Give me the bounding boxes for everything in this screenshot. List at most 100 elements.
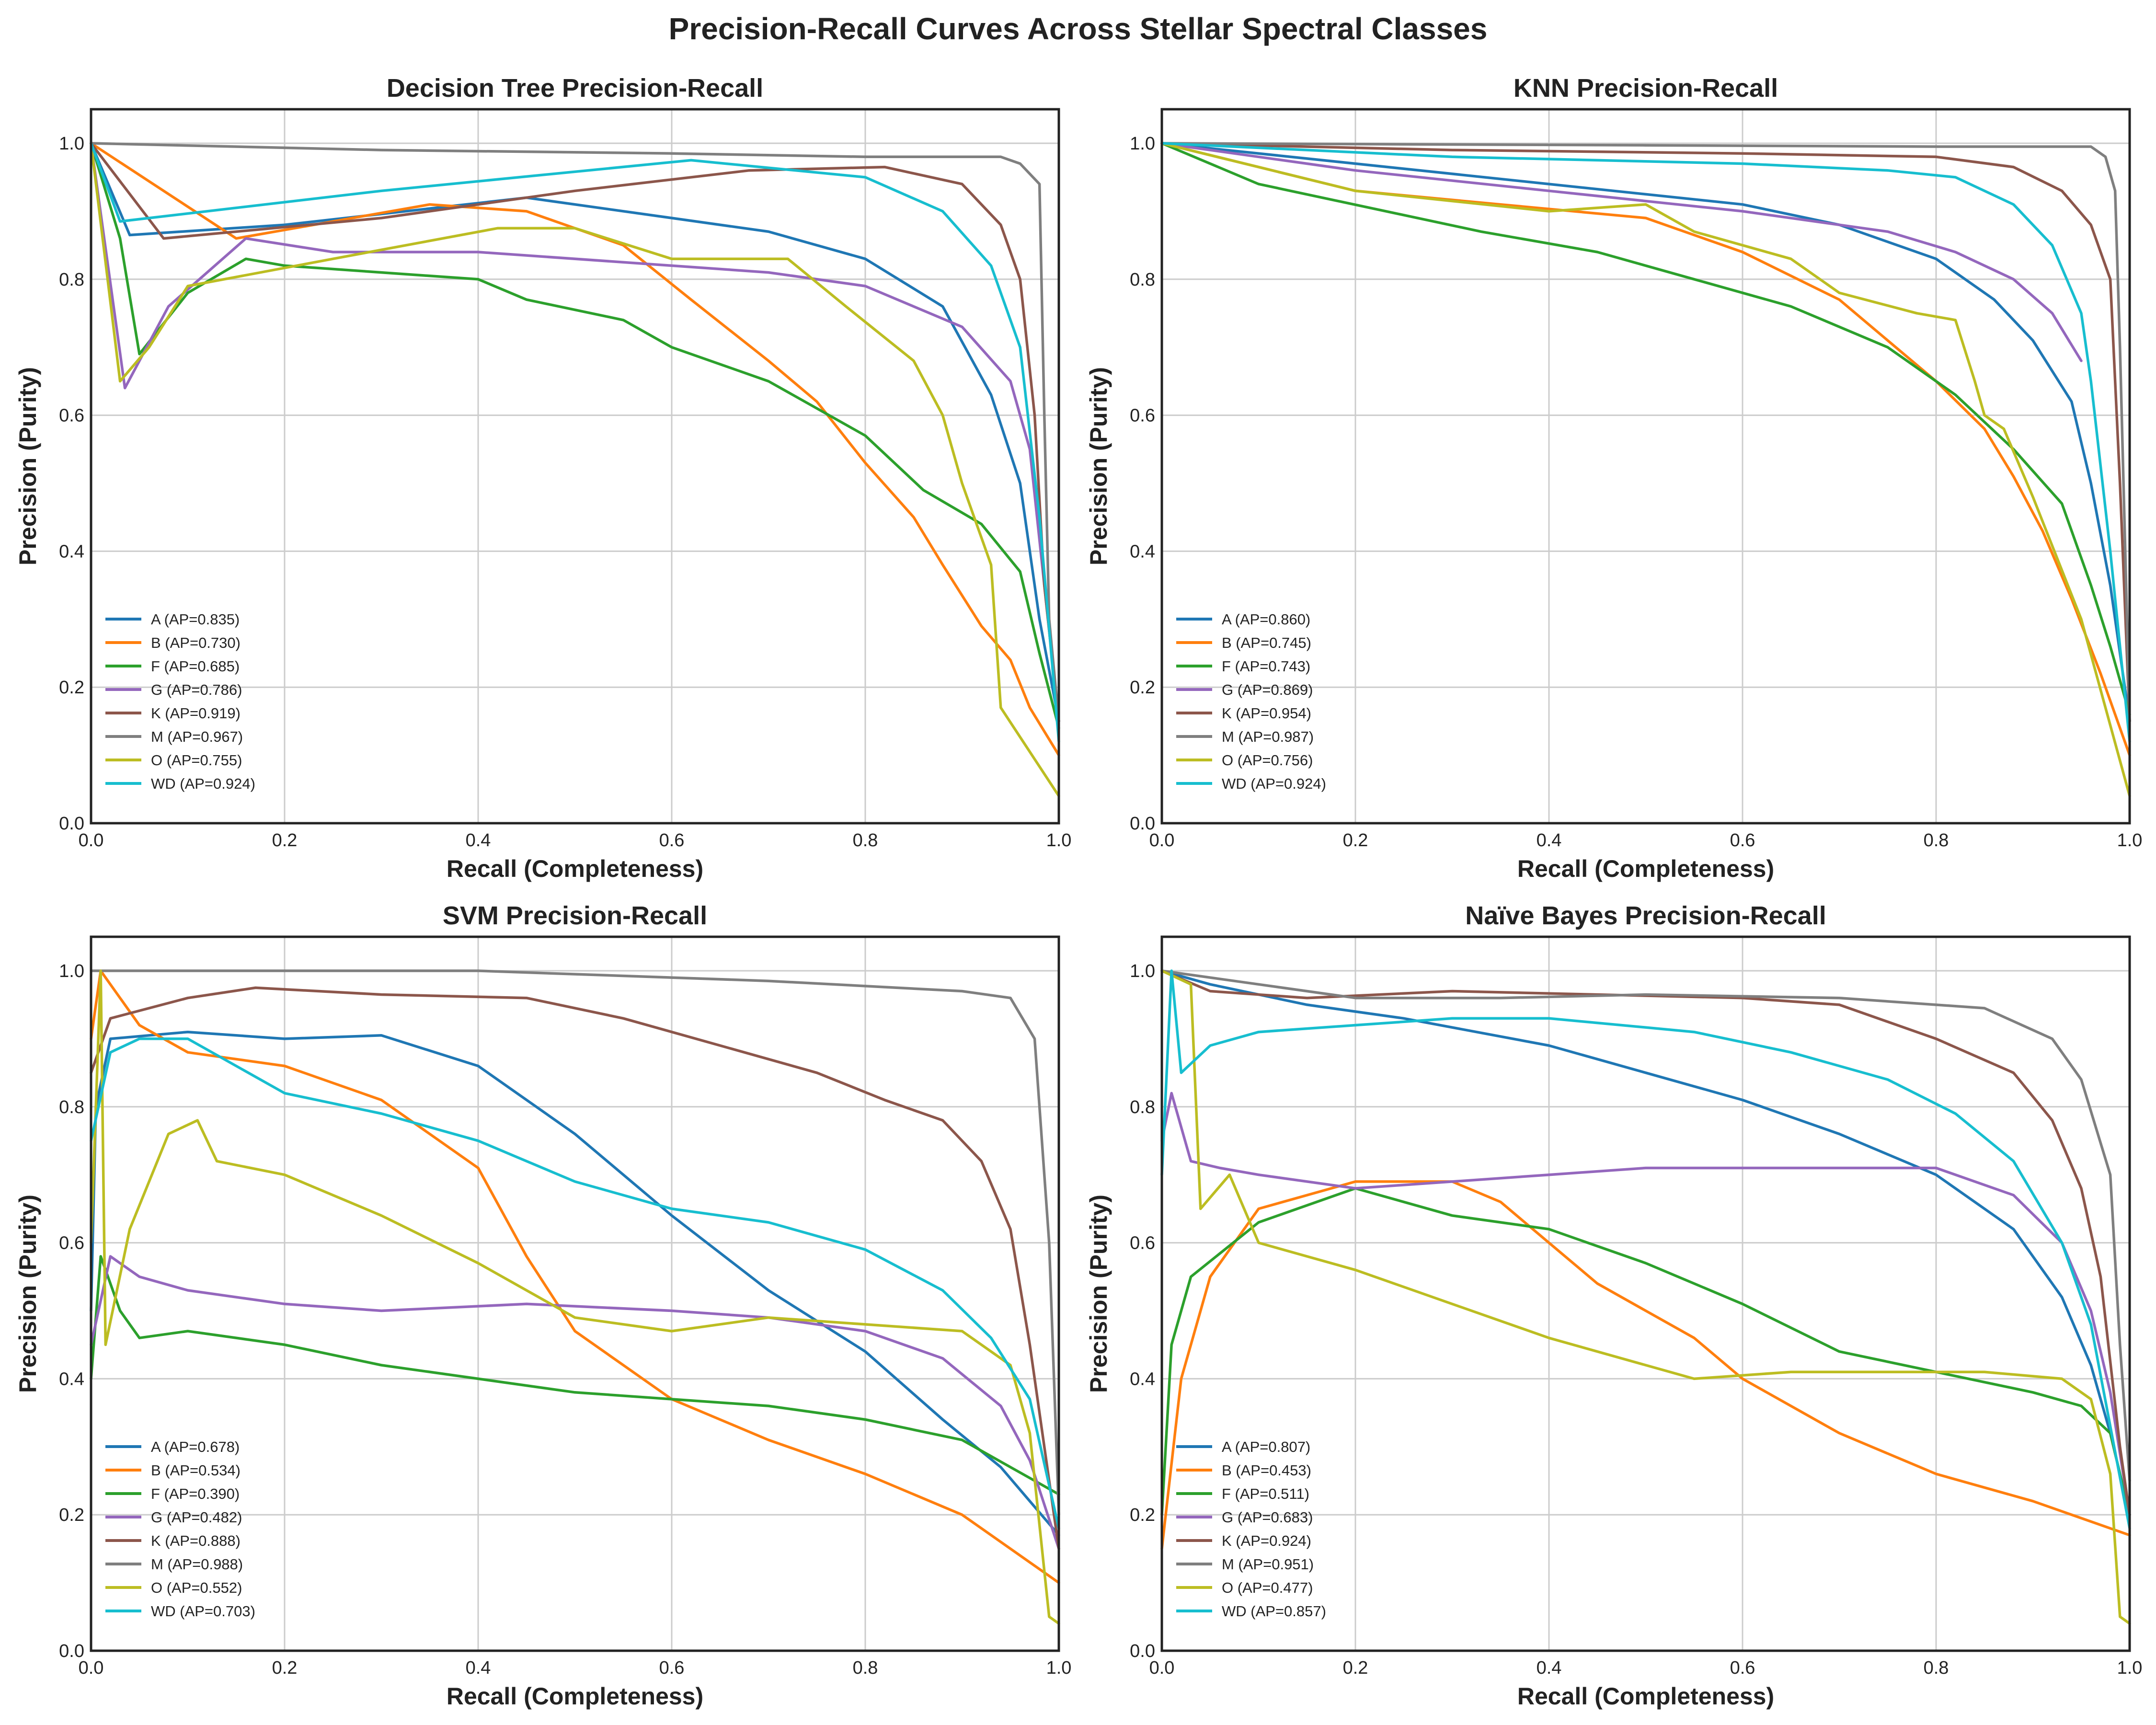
x-tick-label: 0.6: [659, 1658, 685, 1678]
legend-entry: A (AP=0.678): [151, 1438, 240, 1455]
x-tick-label: 1.0: [1046, 830, 1072, 851]
x-tick-label: 0.0: [79, 1658, 104, 1678]
x-tick-label: 0.0: [79, 830, 104, 851]
legend-entry: O (AP=0.477): [1222, 1579, 1313, 1596]
y-axis-label: Precision (Purity): [1085, 367, 1112, 565]
curve-k: [1160, 969, 2131, 1516]
legend-entry: M (AP=0.951): [1222, 1556, 1314, 1573]
y-tick-label: 1.0: [1130, 134, 1155, 154]
y-tick-label: 0.6: [59, 1233, 84, 1254]
y-tick-label: 0.0: [59, 1641, 84, 1661]
curve-a: [1160, 969, 2131, 1516]
panel-1: 0.0 0.2 0.4 0.6 0.8 1.0 0.0 0.2 0.4 0.6 0.8 1.0 Deci…: [14, 74, 1071, 882]
panel-title: Decision Tree Precision-Recall: [387, 74, 763, 103]
figure-title: Precision-Recall Curves Across Stellar S…: [669, 12, 1488, 46]
x-tick-label: 0.4: [466, 830, 491, 851]
legend-entry: M (AP=0.987): [1222, 728, 1314, 745]
x-tick-label: 0.4: [1537, 830, 1562, 851]
legend: A (AP=0.860) B (AP=0.745) F (AP=0.743) G (A…: [1176, 611, 1326, 792]
legend-entry: O (AP=0.552): [151, 1579, 242, 1596]
curve-m: [1160, 142, 2131, 723]
curve-wd: [90, 142, 1060, 743]
curve-m: [90, 969, 1060, 1516]
x-tick-label: 0.2: [1343, 830, 1368, 851]
legend-entry: A (AP=0.835): [151, 611, 240, 628]
plot-area: [91, 937, 1059, 1651]
y-tick-label: 0.4: [59, 1369, 84, 1389]
legend-entry: O (AP=0.756): [1222, 752, 1313, 769]
curve-k: [1160, 142, 2131, 723]
legend-entry: G (AP=0.869): [1222, 681, 1313, 698]
curve-o: [90, 142, 1060, 797]
curve-o: [1160, 142, 2131, 797]
y-tick-label: 1.0: [1130, 961, 1155, 981]
x-tick-label: 0.0: [1149, 1658, 1175, 1678]
legend-entry: G (AP=0.683): [1222, 1509, 1313, 1526]
x-tick-label: 0.0: [1149, 830, 1175, 851]
legend-entry: K (AP=0.888): [151, 1532, 241, 1549]
x-tick-label: 0.8: [853, 1658, 878, 1678]
x-axis-label: Recall (Completeness): [1517, 855, 1774, 882]
legend-entry: F (AP=0.743): [1222, 658, 1310, 675]
legend-entry: B (AP=0.730): [151, 634, 241, 651]
legend: A (AP=0.835) B (AP=0.730) F (AP=0.685) G (A…: [105, 611, 255, 792]
legend-entry: F (AP=0.685): [151, 658, 240, 675]
panel-title: SVM Precision-Recall: [443, 901, 707, 930]
y-tick-label: 0.0: [1130, 814, 1155, 834]
y-tick-label: 0.2: [1130, 678, 1155, 698]
legend: A (AP=0.678) B (AP=0.534) F (AP=0.390) G (A…: [105, 1438, 255, 1620]
y-tick-label: 0.8: [59, 270, 84, 290]
curve-a: [1160, 142, 2131, 723]
curve-f: [90, 1255, 1060, 1496]
curve-wd: [90, 1037, 1060, 1530]
x-axis-label: Recall (Completeness): [447, 855, 703, 882]
y-axis-label: Precision (Purity): [14, 367, 41, 565]
panel-title: KNN Precision-Recall: [1514, 74, 1778, 103]
curve-wd: [1160, 969, 2131, 1530]
curve-a: [90, 1030, 1060, 1537]
y-tick-label: 0.4: [1130, 541, 1155, 562]
panel-4: 0.0 0.2 0.4 0.6 0.8 1.0 0.0 0.2 0.4 0.6 0.8 1.0 Naïv…: [1085, 901, 2142, 1710]
axes-frame: [1160, 935, 2131, 1652]
axes-frame: [90, 108, 1060, 825]
y-axis-label: Precision (Purity): [14, 1195, 41, 1393]
y-tick-label: 0.6: [59, 406, 84, 426]
x-tick-label: 1.0: [1046, 1658, 1072, 1678]
legend-entry: G (AP=0.786): [151, 681, 242, 698]
curve-f: [1160, 142, 2131, 716]
panel-2: 0.0 0.2 0.4 0.6 0.8 1.0 0.0 0.2 0.4 0.6 0.8 1.0 KNN …: [1085, 74, 2142, 882]
curve-o: [1160, 969, 2131, 1625]
legend-entry: WD (AP=0.857): [1222, 1603, 1326, 1620]
y-tick-label: 0.0: [59, 814, 84, 834]
y-tick-label: 0.8: [59, 1097, 84, 1117]
legend-entry: G (AP=0.482): [151, 1509, 242, 1526]
y-tick-label: 0.2: [1130, 1505, 1155, 1525]
plot-area: [1162, 109, 2130, 823]
legend-entry: F (AP=0.390): [151, 1485, 240, 1502]
panel-3: 0.0 0.2 0.4 0.6 0.8 1.0 0.0 0.2 0.4 0.6 0.8 1.0 SVM …: [14, 901, 1071, 1710]
curve-wd: [1160, 142, 2131, 743]
x-tick-label: 0.2: [1343, 1658, 1368, 1678]
legend-entry: WD (AP=0.703): [151, 1603, 255, 1620]
x-tick-label: 0.6: [1730, 1658, 1755, 1678]
legend-entry: A (AP=0.807): [1222, 1438, 1310, 1455]
x-tick-label: 0.2: [272, 830, 298, 851]
legend-entry: M (AP=0.967): [151, 728, 243, 745]
legend-entry: B (AP=0.453): [1222, 1462, 1311, 1479]
y-tick-label: 0.4: [1130, 1369, 1155, 1389]
legend-entry: WD (AP=0.924): [1222, 775, 1326, 792]
legend-entry: B (AP=0.534): [151, 1462, 241, 1479]
y-tick-label: 0.8: [1130, 270, 1155, 290]
x-tick-label: 0.6: [659, 830, 685, 851]
y-tick-label: 1.0: [59, 134, 84, 154]
legend-entry: F (AP=0.511): [1222, 1485, 1309, 1502]
x-axis-label: Recall (Completeness): [447, 1683, 703, 1710]
x-tick-label: 0.4: [466, 1658, 491, 1678]
y-tick-label: 0.2: [59, 678, 84, 698]
x-tick-label: 0.8: [1924, 1658, 1949, 1678]
y-tick-label: 0.6: [1130, 406, 1155, 426]
y-axis-label: Precision (Purity): [1085, 1195, 1112, 1393]
y-tick-label: 1.0: [59, 961, 84, 981]
x-tick-label: 1.0: [2117, 830, 2143, 851]
curve-m: [1160, 969, 2131, 1482]
